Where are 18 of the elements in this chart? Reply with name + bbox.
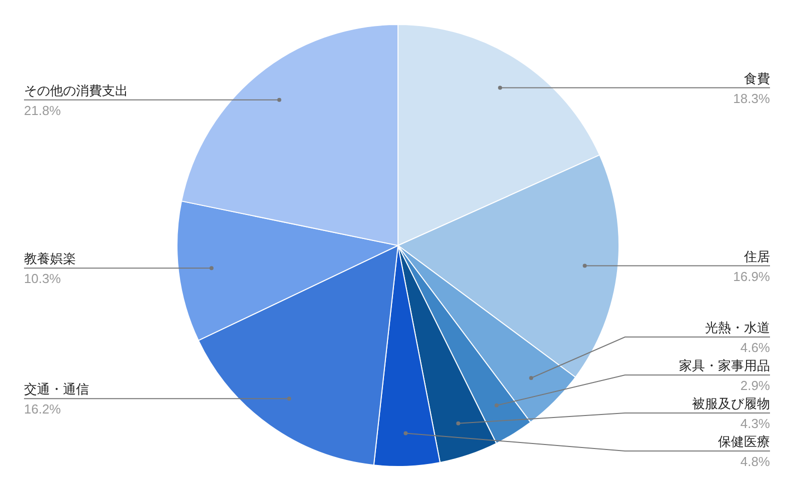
slice-label: その他の消費支出 [24,82,128,98]
data-label: 4.6% [740,340,770,355]
slice-label: 家具・家事用品 [679,358,770,373]
data-label: 2.9% [740,378,770,393]
data-label: 18.3% [733,90,770,106]
slice-label: 光熱・水道 [705,320,770,335]
data-label: 21.8% [24,102,62,118]
slice-label: 被服及び履物 [692,396,770,411]
data-label: 16.2% [24,402,62,417]
data-label: 4.3% [740,416,770,431]
slice-label: 食費 [744,70,770,86]
data-label: 4.8% [740,454,770,469]
slice-label: 教養娯楽 [24,251,76,266]
slice-label: 保健医療 [718,434,770,449]
slice-label: 交通・通信 [24,382,89,397]
data-label: 10.3% [24,271,62,286]
slice-label: 住居 [743,248,770,264]
data-label: 16.9% [733,268,770,284]
